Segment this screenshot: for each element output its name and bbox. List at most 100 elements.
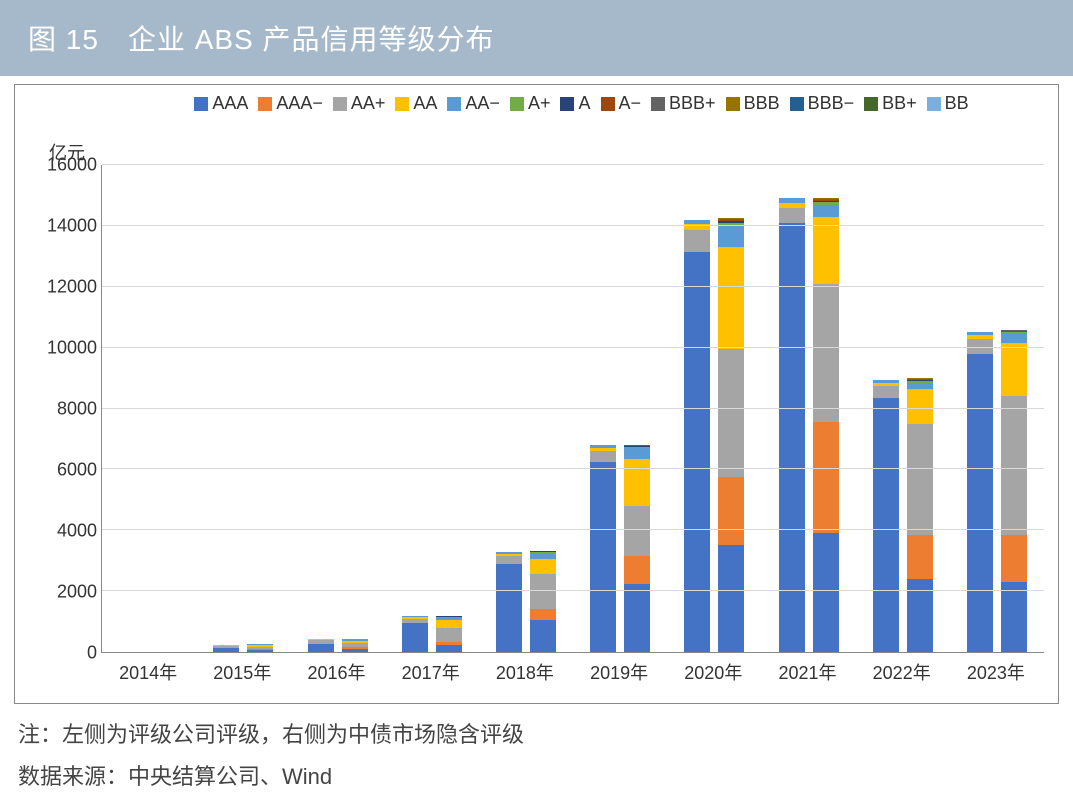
bar-segment: [907, 378, 933, 379]
chart-area: AAAAAA−AA+AAAA−A+AA−BBB+BBBBBB−BB+BB 亿元 …: [14, 84, 1059, 704]
legend-item: A+: [510, 93, 551, 114]
bar-segment: [813, 422, 839, 533]
legend-label: AA: [413, 93, 437, 114]
bar-segment: [496, 552, 522, 554]
bar-segment: [907, 535, 933, 579]
legend-swatch: [927, 97, 941, 111]
x-tick-label: 2022年: [873, 659, 931, 685]
bar-segment: [1001, 396, 1027, 534]
bar-segment: [213, 645, 239, 646]
bar-segment: [718, 221, 744, 223]
legend-swatch: [510, 97, 524, 111]
bar-segment: [1001, 331, 1027, 332]
bar-segment: [873, 386, 899, 398]
note-line: 数据来源：中央结算公司、Wind: [18, 756, 1055, 798]
bar-segment: [590, 451, 616, 462]
y-axis-ticks: 0200040006000800010000120001400016000: [29, 165, 97, 653]
bar-segment: [342, 643, 368, 647]
legend-swatch: [601, 97, 615, 111]
grid-line: [102, 225, 1044, 226]
bar-segment: [1001, 343, 1027, 396]
bar-segment: [907, 424, 933, 535]
bar-segment: [967, 332, 993, 335]
legend-item: AA+: [333, 93, 386, 114]
bar-segment: [342, 647, 368, 649]
y-tick-label: 10000: [29, 338, 97, 359]
bar-segment: [684, 252, 710, 652]
legend-swatch: [395, 97, 409, 111]
legend-item: BBB−: [790, 93, 855, 114]
legend-swatch: [258, 97, 272, 111]
bar-segment: [718, 477, 744, 545]
grid-line: [102, 408, 1044, 409]
bar-segment: [813, 205, 839, 217]
legend-label: A−: [619, 93, 642, 114]
bar-segment: [342, 640, 368, 641]
legend-item: BB+: [864, 93, 917, 114]
bar-segment: [907, 381, 933, 383]
legend: AAAAAA−AA+AAAA−A+AA−BBB+BBBBBB−BB+BB: [15, 85, 1058, 118]
chart-notes: 注：左侧为评级公司评级，右侧为中债市场隐含评级 数据来源：中央结算公司、Wind: [18, 714, 1055, 798]
bar-segment: [247, 649, 273, 650]
bars-layer: [102, 165, 1044, 652]
bar-segment: [813, 198, 839, 199]
bar-segment: [624, 506, 650, 556]
bar-segment: [496, 554, 522, 556]
bar-segment: [530, 609, 556, 620]
bar-segment: [530, 559, 556, 574]
bar-segment: [624, 584, 650, 652]
bar-segment: [247, 650, 273, 652]
legend-swatch: [560, 97, 574, 111]
bar-segment: [813, 217, 839, 284]
bar-segment: [308, 640, 334, 644]
legend-item: AA−: [447, 93, 500, 114]
legend-item: AA: [395, 93, 437, 114]
bar-segment: [308, 639, 334, 640]
bar-segment: [1001, 334, 1027, 343]
legend-swatch: [651, 97, 665, 111]
bar-segment: [718, 218, 744, 219]
bar-segment: [779, 223, 805, 652]
y-tick-label: 6000: [29, 460, 97, 481]
legend-label: AAA: [212, 93, 248, 114]
bar-segment: [967, 354, 993, 652]
chart-title: 图 15 企业 ABS 产品信用等级分布: [0, 0, 1073, 76]
x-tick-label: 2016年: [307, 659, 365, 685]
bar-segment: [813, 200, 839, 201]
y-tick-label: 14000: [29, 216, 97, 237]
bar-segment: [342, 641, 368, 643]
bar-segment: [684, 230, 710, 251]
bar-segment: [779, 208, 805, 223]
bar-segment: [436, 616, 462, 617]
legend-item: A−: [601, 93, 642, 114]
legend-swatch: [333, 97, 347, 111]
legend-label: A+: [528, 93, 551, 114]
x-tick-label: 2021年: [778, 659, 836, 685]
bar-segment: [718, 226, 744, 247]
legend-swatch: [790, 97, 804, 111]
bar-segment: [342, 639, 368, 640]
bar-segment: [402, 619, 428, 623]
bar-segment: [247, 647, 273, 649]
legend-item: AAA: [194, 93, 248, 114]
bar-segment: [402, 617, 428, 619]
bar-segment: [1001, 332, 1027, 334]
bar-segment: [530, 553, 556, 559]
bar-segment: [624, 445, 650, 446]
y-tick-label: 0: [29, 643, 97, 664]
bar-segment: [247, 645, 273, 647]
grid-line: [102, 468, 1044, 469]
legend-label: A: [578, 93, 590, 114]
bar-segment: [624, 447, 650, 449]
legend-swatch: [447, 97, 461, 111]
bar-segment: [402, 616, 428, 617]
bar-segment: [624, 556, 650, 583]
bar-segment: [530, 552, 556, 553]
legend-label: BBB: [744, 93, 780, 114]
x-tick-label: 2014年: [119, 659, 177, 685]
legend-swatch: [194, 97, 208, 111]
grid-line: [102, 529, 1044, 530]
bar-segment: [436, 642, 462, 646]
bar-segment: [624, 446, 650, 447]
grid-line: [102, 590, 1044, 591]
